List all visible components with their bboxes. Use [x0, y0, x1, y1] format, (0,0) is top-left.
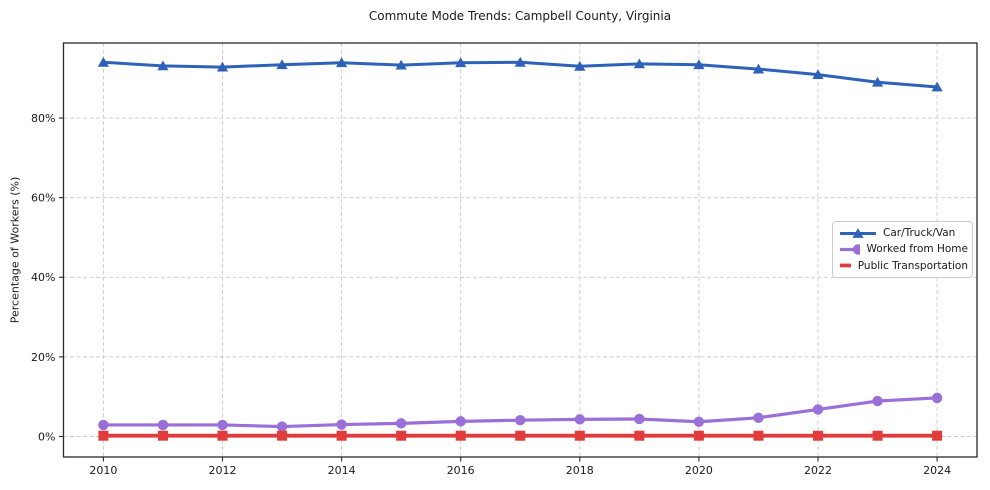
- triangle-marker: [693, 59, 705, 70]
- legend-item-worked-from-home: Worked from Home: [840, 243, 968, 256]
- x-tick-label: 2016: [447, 464, 475, 477]
- y-tick-label: 80%: [31, 112, 55, 125]
- triangle-marker: [335, 57, 348, 68]
- circle-marker: [336, 419, 347, 430]
- square-marker: [336, 430, 347, 441]
- circle-marker: [812, 404, 824, 415]
- circle-marker: [753, 412, 764, 423]
- x-tick-label: 2014: [328, 464, 356, 477]
- line-square-marker-icon: [840, 263, 851, 268]
- circle-marker: [634, 413, 645, 425]
- triangle-marker: [276, 59, 288, 70]
- square-marker: [98, 430, 109, 441]
- triangle-marker: [871, 76, 884, 87]
- square-marker: [277, 430, 288, 441]
- triangle-marker: [931, 81, 943, 92]
- square-marker: [932, 430, 943, 441]
- triangle-marker: [514, 56, 526, 67]
- legend-label: Public Transportation: [857, 259, 968, 272]
- triangle-marker: [852, 227, 864, 238]
- legend-label: Car/Truck/Van: [883, 227, 956, 240]
- legend-label: Worked from Home: [866, 243, 968, 256]
- square-marker: [217, 430, 228, 441]
- square-marker: [157, 430, 168, 441]
- y-axis-label: Percentage of Workers (%): [8, 176, 22, 324]
- circle-marker: [931, 392, 943, 404]
- x-tick-label: 2012: [208, 464, 236, 477]
- triangle-marker: [812, 69, 824, 80]
- circle-marker: [276, 421, 288, 432]
- square-marker: [693, 430, 704, 441]
- circle-marker: [852, 244, 860, 255]
- y-tick-label: 20%: [31, 351, 55, 364]
- square-marker: [753, 430, 764, 441]
- x-tick-label: 2010: [89, 464, 117, 477]
- triangle-marker: [97, 56, 109, 67]
- x-tick-label: 2018: [566, 464, 594, 477]
- line-circle-marker-icon: [840, 244, 860, 255]
- legend-item-public-transportation: Public Transportation: [840, 259, 968, 272]
- triangle-marker: [752, 63, 765, 74]
- y-tick-label: 60%: [31, 192, 55, 205]
- y-tick-label: 40%: [31, 271, 55, 284]
- x-tick-label: 2020: [685, 464, 713, 477]
- square-marker: [574, 430, 585, 441]
- circle-marker: [395, 418, 407, 429]
- square-marker: [515, 430, 526, 441]
- square-marker: [634, 430, 645, 441]
- triangle-marker: [216, 61, 229, 72]
- x-tick-label: 2024: [923, 464, 951, 477]
- triangle-marker: [455, 57, 467, 68]
- triangle-marker: [157, 60, 169, 71]
- legend: Car/Truck/Van Worked from Home Public Tr…: [832, 221, 973, 278]
- triangle-marker: [633, 58, 645, 69]
- square-marker: [396, 430, 407, 441]
- circle-marker: [693, 416, 705, 427]
- square-marker: [455, 430, 466, 441]
- legend-item-car-truck-van: Car/Truck/Van: [840, 227, 968, 240]
- triangle-marker: [574, 60, 586, 71]
- circle-marker: [98, 419, 109, 431]
- circle-marker: [157, 419, 169, 431]
- square-marker: [872, 430, 883, 441]
- y-tick-label: 0%: [38, 430, 55, 443]
- circle-marker: [217, 419, 228, 431]
- circle-marker: [455, 416, 466, 427]
- circle-marker: [574, 414, 586, 425]
- circle-marker: [515, 414, 526, 426]
- square-marker: [813, 430, 824, 441]
- triangle-marker: [395, 59, 407, 70]
- x-tick-label: 2022: [804, 464, 832, 477]
- circle-marker: [872, 395, 883, 407]
- plot-border: [62, 42, 978, 458]
- line-triangle-marker-icon: [840, 227, 876, 238]
- chart-title: Commute Mode Trends: Campbell County, Vi…: [368, 9, 672, 23]
